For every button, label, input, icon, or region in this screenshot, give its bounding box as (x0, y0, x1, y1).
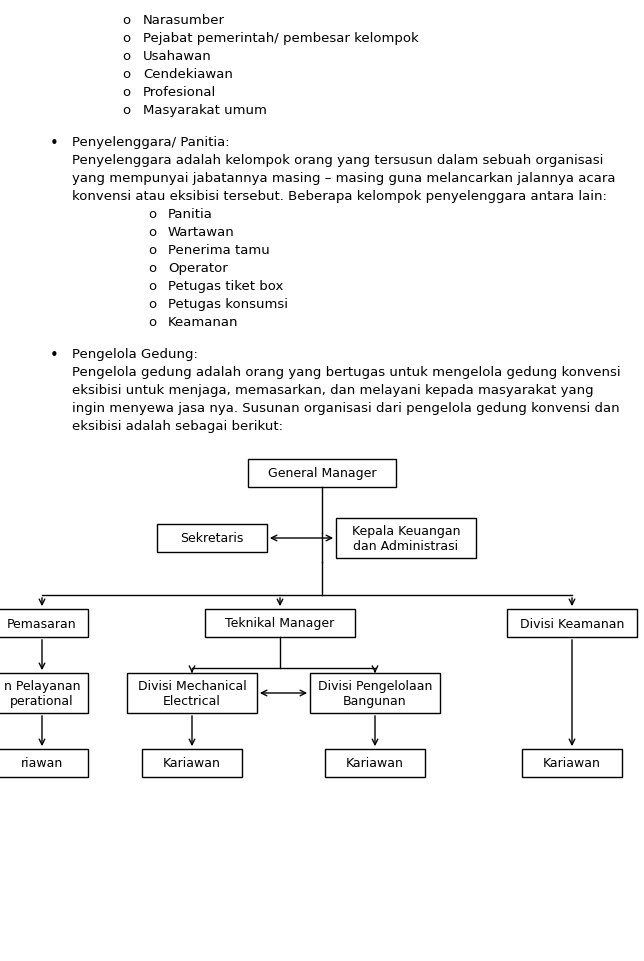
Text: o: o (122, 68, 130, 81)
Text: Divisi Keamanan: Divisi Keamanan (520, 617, 624, 629)
Text: General Manager: General Manager (268, 467, 376, 480)
Text: o: o (122, 32, 130, 45)
Text: Penerima tamu: Penerima tamu (168, 244, 270, 257)
Text: Petugas konsumsi: Petugas konsumsi (168, 298, 288, 310)
Text: Petugas tiket box: Petugas tiket box (168, 280, 283, 293)
Text: Penyelenggara adalah kelompok orang yang tersusun dalam sebuah organisasi: Penyelenggara adalah kelompok orang yang… (72, 154, 603, 167)
Text: o: o (148, 244, 156, 257)
Text: o: o (148, 208, 156, 221)
Bar (142, 750, 242, 777)
Text: o: o (122, 104, 130, 117)
Bar (0, 609, 88, 637)
Text: Pengelola gedung adalah orang yang bertugas untuk mengelola gedung konvensi: Pengelola gedung adalah orang yang bertu… (72, 365, 621, 379)
Text: Masyarakat umum: Masyarakat umum (143, 104, 267, 117)
Bar (0, 750, 88, 777)
Bar (507, 609, 637, 637)
Text: Cendekiawan: Cendekiawan (143, 68, 233, 81)
Text: •: • (50, 136, 59, 151)
Text: Divisi Mechanical
Electrical: Divisi Mechanical Electrical (138, 679, 247, 707)
Bar (248, 459, 396, 487)
Text: o: o (122, 86, 130, 99)
Text: Usahawan: Usahawan (143, 50, 212, 62)
Bar (310, 674, 440, 713)
Text: Wartawan: Wartawan (168, 226, 235, 238)
Text: Narasumber: Narasumber (143, 14, 225, 27)
Text: Keamanan: Keamanan (168, 315, 238, 329)
Bar (325, 750, 425, 777)
Bar (157, 525, 267, 553)
Text: o: o (122, 50, 130, 62)
Bar (205, 609, 355, 637)
Text: Operator: Operator (168, 261, 228, 275)
Text: riawan: riawan (21, 756, 63, 770)
Text: o: o (148, 298, 156, 310)
Text: Kariawan: Kariawan (163, 756, 221, 770)
Text: o: o (148, 226, 156, 238)
Text: yang mempunyai jabatannya masing – masing guna melancarkan jalannya acara: yang mempunyai jabatannya masing – masin… (72, 172, 616, 185)
Text: Pemasaran: Pemasaran (7, 617, 77, 629)
Text: eksibisi adalah sebagai berikut:: eksibisi adalah sebagai berikut: (72, 420, 283, 432)
Text: •: • (50, 348, 59, 362)
Text: o: o (148, 280, 156, 293)
Bar (0, 674, 88, 713)
Text: eksibisi untuk menjaga, memasarkan, dan melayani kepada masyarakat yang: eksibisi untuk menjaga, memasarkan, dan … (72, 383, 594, 397)
Text: Kepala Keuangan
dan Administrasi: Kepala Keuangan dan Administrasi (352, 525, 460, 553)
Bar (127, 674, 257, 713)
Text: Divisi Pengelolaan
Bangunan: Divisi Pengelolaan Bangunan (317, 679, 432, 707)
Text: Panitia: Panitia (168, 208, 213, 221)
Text: ingin menyewa jasa nya. Susunan organisasi dari pengelola gedung konvensi dan: ingin menyewa jasa nya. Susunan organisa… (72, 402, 620, 414)
Text: konvensi atau eksibisi tersebut. Beberapa kelompok penyelenggara antara lain:: konvensi atau eksibisi tersebut. Beberap… (72, 190, 607, 203)
Text: Kariawan: Kariawan (543, 756, 601, 770)
Text: o: o (148, 261, 156, 275)
Bar (522, 750, 622, 777)
Text: Profesional: Profesional (143, 86, 216, 99)
Text: Kariawan: Kariawan (346, 756, 404, 770)
Text: n Pelayanan
perational: n Pelayanan perational (4, 679, 80, 707)
Text: Penyelenggara/ Panitia:: Penyelenggara/ Panitia: (72, 136, 230, 149)
Text: Sekretaris: Sekretaris (180, 532, 243, 545)
Text: Teknikal Manager: Teknikal Manager (225, 617, 335, 629)
Text: o: o (148, 315, 156, 329)
Bar (336, 519, 476, 558)
Text: Pejabat pemerintah/ pembesar kelompok: Pejabat pemerintah/ pembesar kelompok (143, 32, 419, 45)
Text: Pengelola Gedung:: Pengelola Gedung: (72, 348, 198, 360)
Text: o: o (122, 14, 130, 27)
